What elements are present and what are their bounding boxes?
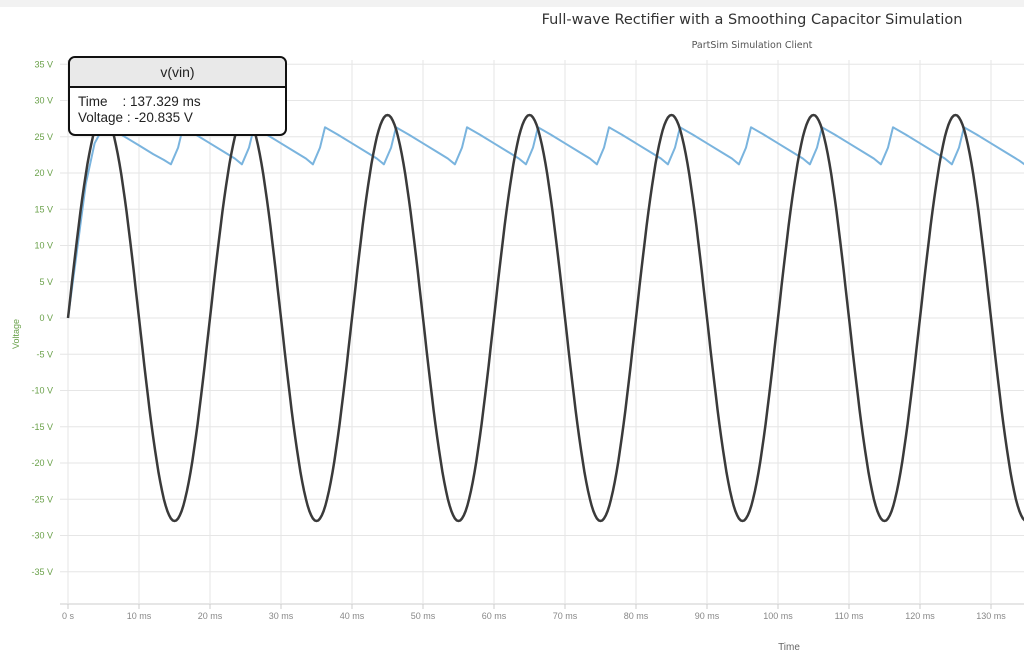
x-tick-label: 50 ms (411, 611, 436, 621)
y-tick-label: -10 V (31, 386, 53, 396)
chart-subtitle: PartSim Simulation Client (691, 40, 813, 51)
x-tick-label: 100 ms (763, 611, 793, 621)
y-axis-title: Voltage (11, 319, 21, 349)
x-tick-label: 110 ms (835, 611, 864, 621)
x-tick-label: 60 ms (482, 611, 507, 621)
series-line-vin (66, 113, 1024, 523)
tooltip-voltage-value: : -20.835 V (126, 110, 193, 125)
grid-layer (60, 60, 1024, 609)
y-tick-label: -35 V (31, 567, 53, 577)
x-tick-label: 40 ms (340, 611, 365, 621)
tooltip-series-name: v(vin) (70, 58, 285, 88)
y-tick-label: -20 V (31, 458, 53, 468)
y-tick-label: 5 V (39, 277, 53, 287)
tooltip-voltage-row: Voltage : -20.835 V (78, 110, 285, 126)
y-tick-label: -5 V (36, 349, 53, 359)
x-tick-label: 80 ms (624, 611, 649, 621)
y-tick-label: -25 V (31, 494, 53, 504)
tooltip-time-label: Time (78, 94, 123, 109)
tooltip-voltage-label: Voltage (78, 110, 124, 125)
data-tooltip: v(vin) Time : 137.329 ms Voltage : -20.8… (68, 56, 287, 136)
top-strip (0, 0, 1024, 7)
x-axis-ticks: 0 s 10 ms 20 ms 30 ms 40 ms 50 ms 60 ms 70 ms 80… (62, 611, 1006, 621)
series-line-vout (67, 125, 1024, 319)
x-tick-label: 120 ms (905, 611, 935, 621)
y-tick-label: -15 V (31, 422, 53, 432)
x-axis-title: Time (778, 642, 800, 653)
x-tick-label: 0 s (62, 611, 75, 621)
x-tick-label: 70 ms (553, 611, 578, 621)
y-tick-label: 20 V (34, 168, 53, 178)
x-tick-label: 130 ms (976, 611, 1006, 621)
y-tick-label: 15 V (34, 204, 53, 214)
y-tick-label: 35 V (34, 59, 53, 69)
chart-title: Full-wave Rectifier with a Smoothing Cap… (541, 12, 963, 28)
tooltip-time-value: : 137.329 ms (122, 94, 201, 109)
tooltip-time-row: Time : 137.329 ms (78, 94, 285, 110)
y-tick-label: 30 V (34, 96, 53, 106)
x-tick-label: 30 ms (269, 611, 294, 621)
x-tick-label: 10 ms (127, 611, 152, 621)
y-tick-label: 0 V (39, 313, 53, 323)
x-tick-label: 20 ms (198, 611, 223, 621)
series-layer (66, 113, 1024, 523)
y-axis-ticks: 35 V 30 V 25 V 20 V 15 V 10 V 5 V 0 V -5 V -10 V -… (31, 59, 53, 577)
y-tick-label: -30 V (31, 531, 53, 541)
y-tick-label: 10 V (34, 241, 53, 251)
x-tick-label: 90 ms (695, 611, 720, 621)
y-tick-label: 25 V (34, 132, 53, 142)
